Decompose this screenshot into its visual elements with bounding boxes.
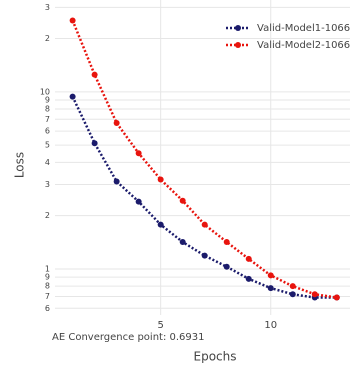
y-tick-label: 7: [45, 115, 50, 124]
x-tick-label: 10: [264, 320, 277, 331]
y-tick-label: 3: [45, 3, 50, 12]
data-point: [135, 150, 142, 157]
y-axis-label: Loss: [13, 152, 27, 178]
data-point: [113, 178, 120, 185]
y-tick-label: 8: [45, 105, 50, 114]
legend-label: Valid-Model2-1066: [257, 40, 350, 51]
y-tick-label: 9: [45, 95, 50, 104]
y-tick-label: 2: [45, 211, 50, 220]
data-point: [289, 283, 296, 290]
data-point: [267, 272, 274, 279]
data-point: [91, 71, 98, 78]
y-tick-label: 5: [45, 141, 50, 150]
y-tick-label: 7: [45, 292, 50, 301]
y-tick-label: 1: [45, 265, 50, 274]
data-point: [135, 198, 142, 205]
legend-marker: [235, 25, 241, 31]
data-point: [245, 275, 252, 282]
data-point: [179, 239, 186, 246]
data-point: [245, 255, 252, 262]
data-point: [223, 263, 230, 270]
legend-label: Valid-Model1-1066: [257, 23, 350, 34]
y-tick-label: 6: [45, 304, 50, 313]
y-tick-label: 3: [45, 180, 50, 189]
data-point: [179, 197, 186, 204]
data-point: [223, 239, 230, 246]
data-point: [267, 285, 274, 292]
data-point: [113, 120, 120, 127]
legend-marker: [235, 42, 241, 48]
data-point: [201, 221, 208, 228]
annotation: AE Convergence point: 0.6931: [52, 332, 205, 343]
data-point: [157, 176, 164, 183]
data-point: [91, 140, 98, 147]
y-tick-label: 2: [45, 34, 50, 43]
y-tick-label: 8: [45, 282, 50, 291]
x-axis-label: Epochs: [194, 350, 237, 364]
data-point: [69, 17, 76, 24]
data-point: [69, 93, 76, 100]
data-point: [157, 221, 164, 228]
y-tick-label: 6: [45, 127, 50, 136]
y-tick-label: 10: [40, 87, 50, 96]
y-tick-label: 9: [45, 273, 50, 282]
series-line: [71, 96, 337, 299]
x-tick-label: 5: [157, 320, 163, 331]
data-point: [201, 252, 208, 259]
data-point: [311, 291, 318, 298]
data-point: [333, 294, 340, 301]
y-tick-label: 4: [45, 158, 50, 167]
data-point: [289, 291, 296, 298]
